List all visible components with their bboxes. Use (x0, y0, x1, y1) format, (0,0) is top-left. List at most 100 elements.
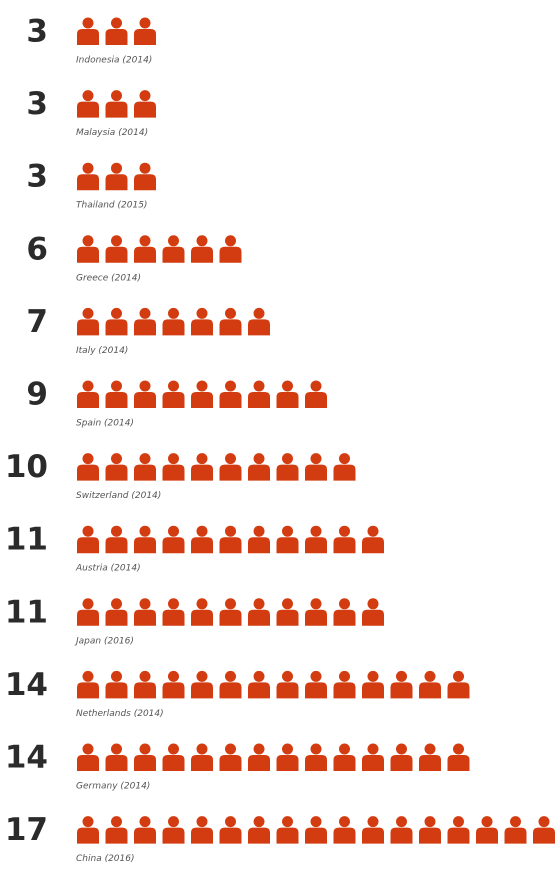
icon-body (77, 246, 99, 263)
icon-head (168, 743, 179, 755)
person-icon (191, 307, 213, 336)
icon-body (162, 682, 185, 699)
person-icon (305, 816, 327, 844)
icon-body (305, 609, 327, 626)
person-icon (162, 235, 185, 263)
icon-head (253, 670, 265, 682)
icon-head (139, 90, 151, 102)
person-icon (77, 743, 99, 771)
icon-head (225, 670, 236, 682)
icon-body (134, 29, 156, 45)
icon-body (447, 755, 470, 771)
person-icon (105, 17, 128, 45)
icon-head (253, 453, 265, 465)
icon-body (276, 755, 299, 771)
icon-body (219, 392, 242, 408)
value-label: 11 (5, 594, 48, 630)
icon-head (82, 235, 94, 247)
person-icon (219, 525, 242, 554)
icon-body (134, 537, 156, 554)
person-icon (105, 380, 128, 408)
icon-body (191, 319, 213, 336)
icon-head (111, 235, 122, 247)
person-icon (77, 816, 99, 844)
person-icon (362, 525, 384, 554)
icon-body (362, 537, 384, 554)
person-icon (77, 380, 99, 408)
person-icon (305, 670, 327, 699)
person-icon (219, 743, 242, 771)
icon-head (282, 525, 293, 537)
person-icon (276, 816, 299, 844)
icon-head (139, 816, 151, 828)
icon-head (82, 90, 94, 102)
icon-head (339, 743, 350, 755)
icon-body (105, 29, 128, 45)
person-icon (191, 598, 213, 626)
person-icon (248, 816, 270, 844)
icon-body (362, 609, 384, 626)
icon-body (105, 609, 128, 626)
person-icon (333, 525, 356, 554)
icon-head (253, 598, 265, 610)
icon-head (424, 670, 436, 682)
icon-head (111, 90, 122, 102)
icon-head (111, 743, 122, 755)
icon-head (139, 307, 151, 319)
icon-head (111, 525, 122, 537)
icon-row (77, 525, 384, 554)
person-icon (305, 743, 327, 771)
icon-head (196, 235, 208, 247)
icon-body (162, 755, 185, 771)
icon-body (77, 609, 99, 626)
icon-head (82, 598, 94, 610)
icon-body (134, 319, 156, 336)
person-icon (105, 162, 128, 191)
person-icon (105, 307, 128, 336)
person-icon (162, 598, 185, 626)
person-icon (77, 453, 99, 481)
person-icon (77, 307, 99, 336)
value-label: 9 (26, 377, 48, 413)
icon-body (77, 464, 99, 481)
icon-body (305, 755, 327, 771)
icon-head (168, 525, 179, 537)
icon-row (77, 17, 156, 45)
icon-body (333, 609, 356, 626)
icon-row (77, 162, 156, 191)
icon-body (134, 174, 156, 191)
icon-body (276, 682, 299, 699)
icon-head (139, 670, 151, 682)
value-label: 3 (26, 14, 48, 50)
person-icon (134, 670, 156, 699)
person-icon (191, 380, 213, 408)
icon-body (191, 827, 213, 844)
icon-body (447, 827, 470, 844)
icon-body (333, 537, 356, 554)
icon-head (111, 380, 122, 392)
icon-body (191, 246, 213, 263)
icon-head (139, 743, 151, 755)
person-icon (362, 743, 384, 771)
icon-body (248, 464, 270, 481)
icon-head (282, 598, 293, 610)
icon-row (77, 453, 356, 481)
value-label: 6 (26, 231, 48, 267)
person-icon (305, 380, 327, 408)
icon-row (77, 90, 156, 118)
icon-body (162, 319, 185, 336)
person-icon (191, 816, 213, 844)
person-icon (162, 525, 185, 554)
icon-body (77, 174, 99, 191)
icon-body (77, 827, 99, 844)
icon-head (310, 453, 322, 465)
icon-head (424, 743, 436, 755)
value-label: 3 (26, 86, 48, 122)
icon-body (191, 682, 213, 699)
person-icon (105, 525, 128, 554)
person-icon (134, 816, 156, 844)
icon-body (162, 246, 185, 263)
icon-body (476, 827, 498, 844)
person-icon (191, 453, 213, 481)
